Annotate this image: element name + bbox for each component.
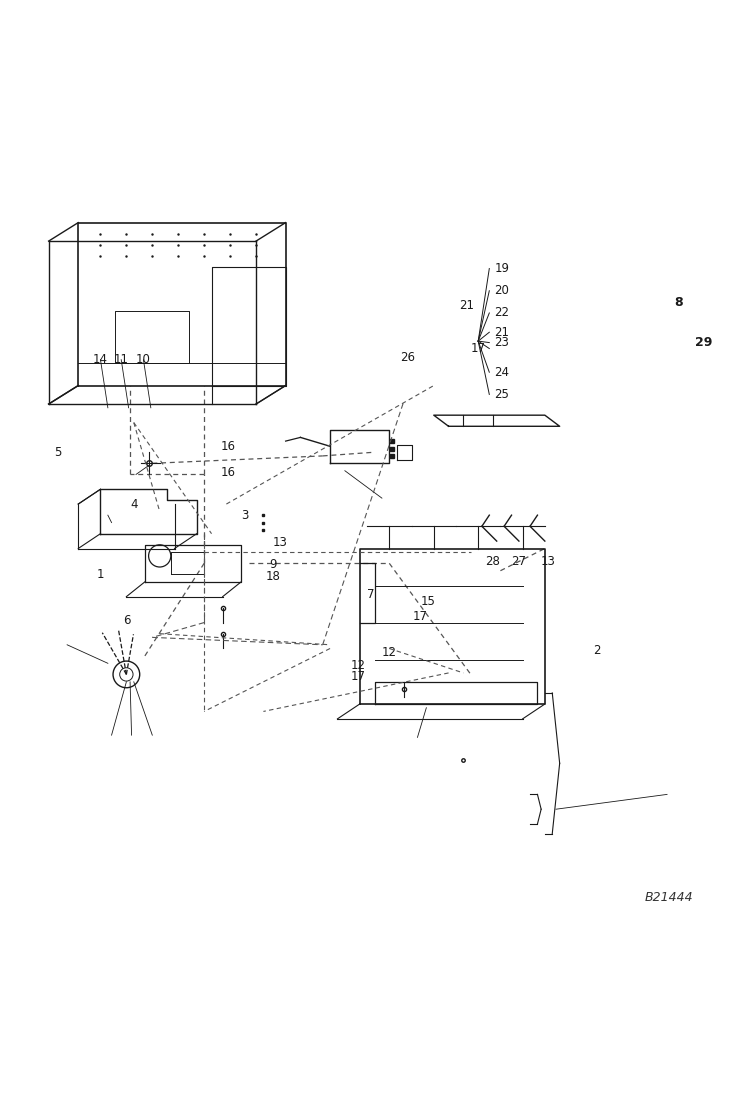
Text: 12: 12	[382, 646, 397, 658]
Text: 13: 13	[541, 555, 556, 567]
Text: 28: 28	[485, 555, 500, 567]
Text: 23: 23	[494, 336, 509, 349]
Text: 21: 21	[494, 326, 509, 339]
Text: 11: 11	[114, 353, 129, 366]
Text: 17: 17	[470, 342, 485, 355]
Text: B21444: B21444	[644, 891, 693, 904]
Text: 5: 5	[54, 445, 61, 459]
Text: 19: 19	[494, 262, 509, 275]
Text: 29: 29	[695, 336, 713, 349]
Text: 7: 7	[367, 588, 374, 601]
Text: 6: 6	[123, 614, 130, 626]
Text: 22: 22	[494, 306, 509, 319]
Text: 21: 21	[460, 299, 475, 312]
Text: 17: 17	[351, 670, 366, 683]
Text: 10: 10	[136, 353, 151, 366]
Text: 1: 1	[97, 568, 104, 581]
Text: 14: 14	[93, 353, 108, 366]
Text: 24: 24	[494, 365, 509, 378]
Text: 15: 15	[420, 596, 435, 609]
Text: 3: 3	[241, 509, 249, 522]
Text: 20: 20	[494, 284, 509, 297]
Text: 25: 25	[494, 388, 509, 400]
Text: 17: 17	[413, 610, 428, 623]
Text: 8: 8	[674, 296, 682, 309]
Text: 26: 26	[400, 351, 416, 364]
Text: 4: 4	[130, 498, 138, 510]
Text: 13: 13	[272, 536, 287, 550]
Text: 16: 16	[220, 466, 235, 479]
Text: 27: 27	[512, 555, 527, 567]
Text: 2: 2	[593, 644, 601, 657]
Text: 9: 9	[270, 557, 277, 570]
Text: 12: 12	[351, 659, 366, 672]
Text: 16: 16	[220, 440, 235, 453]
Text: 18: 18	[266, 570, 280, 584]
